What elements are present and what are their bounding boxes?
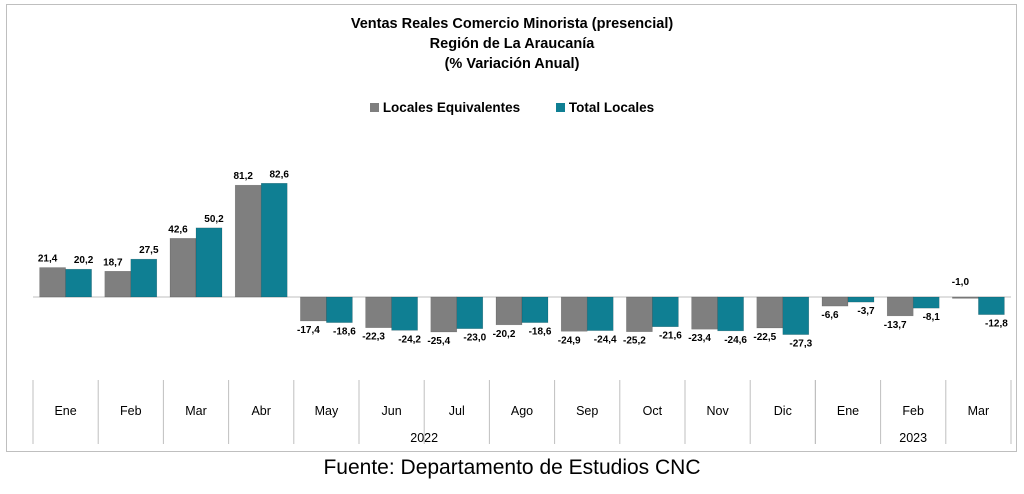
bar-total-2 bbox=[195, 227, 223, 298]
data-label-total-14: -12,8 bbox=[985, 319, 1008, 330]
data-label-equivalentes-2: 42,6 bbox=[168, 224, 188, 235]
bar-total-12 bbox=[847, 296, 875, 303]
chart-subtitle: Región de La Araucanía bbox=[429, 36, 595, 52]
data-label-equivalentes-4: -17,4 bbox=[297, 325, 320, 336]
data-label-total-6: -23,0 bbox=[463, 333, 486, 344]
bar-total-11 bbox=[782, 296, 810, 335]
year-label-2022: 2022 bbox=[410, 431, 438, 445]
data-label-equivalentes-13: -13,7 bbox=[884, 320, 907, 331]
category-label-2: Mar bbox=[185, 404, 207, 418]
category-label-9: Oct bbox=[643, 404, 663, 418]
data-label-equivalentes-10: -23,4 bbox=[688, 333, 711, 344]
bar-total-6 bbox=[456, 296, 484, 329]
legend-label-total-locales: Total Locales bbox=[568, 100, 655, 115]
bar-total-3 bbox=[260, 183, 288, 298]
data-label-equivalentes-6: -25,4 bbox=[427, 336, 450, 347]
category-label-11: Dic bbox=[774, 404, 792, 418]
bar-equivalentes-5 bbox=[365, 296, 392, 328]
category-label-14: Mar bbox=[968, 404, 990, 418]
bar-equivalentes-4 bbox=[300, 296, 327, 322]
bar-equivalentes-6 bbox=[430, 296, 458, 333]
bar-total-4 bbox=[326, 296, 353, 323]
bar-equivalentes-11 bbox=[756, 296, 784, 329]
legend-swatch-locales-equivalentes bbox=[369, 103, 379, 112]
bar-total-8 bbox=[586, 296, 614, 331]
bar-equivalentes-3 bbox=[234, 184, 262, 298]
bar-total-14 bbox=[978, 296, 1005, 315]
category-label-3: Abr bbox=[251, 404, 270, 418]
bar-equivalentes-9 bbox=[626, 296, 653, 332]
category-label-8: Sep bbox=[576, 404, 598, 418]
bar-equivalentes-1 bbox=[104, 271, 132, 298]
legend-item-total-locales: Total Locales bbox=[555, 100, 655, 115]
year-label-2023: 2023 bbox=[899, 431, 927, 445]
category-label-5: Jun bbox=[382, 404, 402, 418]
data-label-equivalentes-8: -24,9 bbox=[558, 335, 581, 346]
data-label-total-13: -8,1 bbox=[923, 312, 941, 323]
category-label-0: Ene bbox=[54, 404, 76, 418]
bar-equivalentes-7 bbox=[495, 296, 523, 326]
bar-total-5 bbox=[391, 296, 418, 331]
category-label-4: May bbox=[315, 404, 339, 418]
data-label-total-3: 82,6 bbox=[269, 169, 289, 180]
data-label-equivalentes-14: -1,0 bbox=[952, 277, 970, 288]
bar-equivalentes-2 bbox=[169, 238, 197, 298]
data-label-equivalentes-7: -20,2 bbox=[493, 329, 516, 340]
data-label-equivalentes-0: 21,4 bbox=[38, 254, 58, 265]
bar-equivalentes-13 bbox=[886, 296, 914, 317]
source-note: Fuente: Departamento de Estudios CNC bbox=[323, 456, 701, 479]
category-label-7: Ago bbox=[511, 404, 533, 418]
data-label-total-0: 20,2 bbox=[74, 255, 94, 266]
data-label-total-11: -27,3 bbox=[789, 339, 812, 350]
category-label-1: Feb bbox=[120, 404, 142, 418]
bar-total-10 bbox=[717, 296, 744, 332]
data-label-equivalentes-1: 18,7 bbox=[103, 257, 123, 268]
category-label-6: Jul bbox=[449, 404, 465, 418]
bar-equivalentes-0 bbox=[39, 267, 66, 298]
bar-equivalentes-8 bbox=[560, 296, 588, 332]
legend-item-locales-equivalentes: Locales Equivalentes bbox=[369, 100, 521, 115]
category-label-10: Nov bbox=[706, 404, 729, 418]
data-label-total-4: -18,6 bbox=[333, 327, 356, 338]
data-label-total-10: -24,6 bbox=[724, 335, 747, 346]
bar-equivalentes-12 bbox=[821, 296, 849, 307]
data-label-total-8: -24,4 bbox=[594, 335, 617, 346]
data-label-total-7: -18,6 bbox=[529, 327, 552, 338]
bar-total-1 bbox=[130, 258, 158, 298]
bar-total-7 bbox=[521, 296, 549, 323]
data-label-total-1: 27,5 bbox=[139, 245, 159, 256]
bar-equivalentes-14 bbox=[952, 296, 979, 299]
data-label-total-2: 50,2 bbox=[204, 214, 224, 225]
legend-label-locales-equivalentes: Locales Equivalentes bbox=[382, 100, 521, 115]
chart-frame bbox=[6, 4, 1017, 452]
chart-legend: Locales Equivalentes Total Locales bbox=[0, 100, 1024, 115]
bar-total-13 bbox=[912, 296, 940, 309]
data-label-total-12: -3,7 bbox=[857, 306, 875, 317]
data-label-total-5: -24,2 bbox=[398, 334, 421, 345]
legend-swatch-total-locales bbox=[555, 103, 565, 112]
bar-total-0 bbox=[65, 268, 92, 298]
bar-total-9 bbox=[652, 296, 679, 327]
data-label-equivalentes-11: -22,5 bbox=[753, 332, 776, 343]
data-label-equivalentes-5: -22,3 bbox=[362, 332, 385, 343]
category-label-13: Feb bbox=[902, 404, 924, 418]
data-label-equivalentes-3: 81,2 bbox=[233, 171, 253, 182]
chart-titles: Ventas Reales Comercio Minorista (presen… bbox=[0, 14, 1024, 74]
bar-equivalentes-10 bbox=[691, 296, 718, 330]
category-label-12: Ene bbox=[837, 404, 859, 418]
data-label-equivalentes-9: -25,2 bbox=[623, 336, 646, 347]
chart-title: Ventas Reales Comercio Minorista (presen… bbox=[350, 16, 674, 32]
data-label-total-9: -21,6 bbox=[659, 331, 682, 342]
data-label-equivalentes-12: -6,6 bbox=[821, 310, 839, 321]
chart-subtitle-units: (% Variación Anual) bbox=[444, 56, 580, 72]
